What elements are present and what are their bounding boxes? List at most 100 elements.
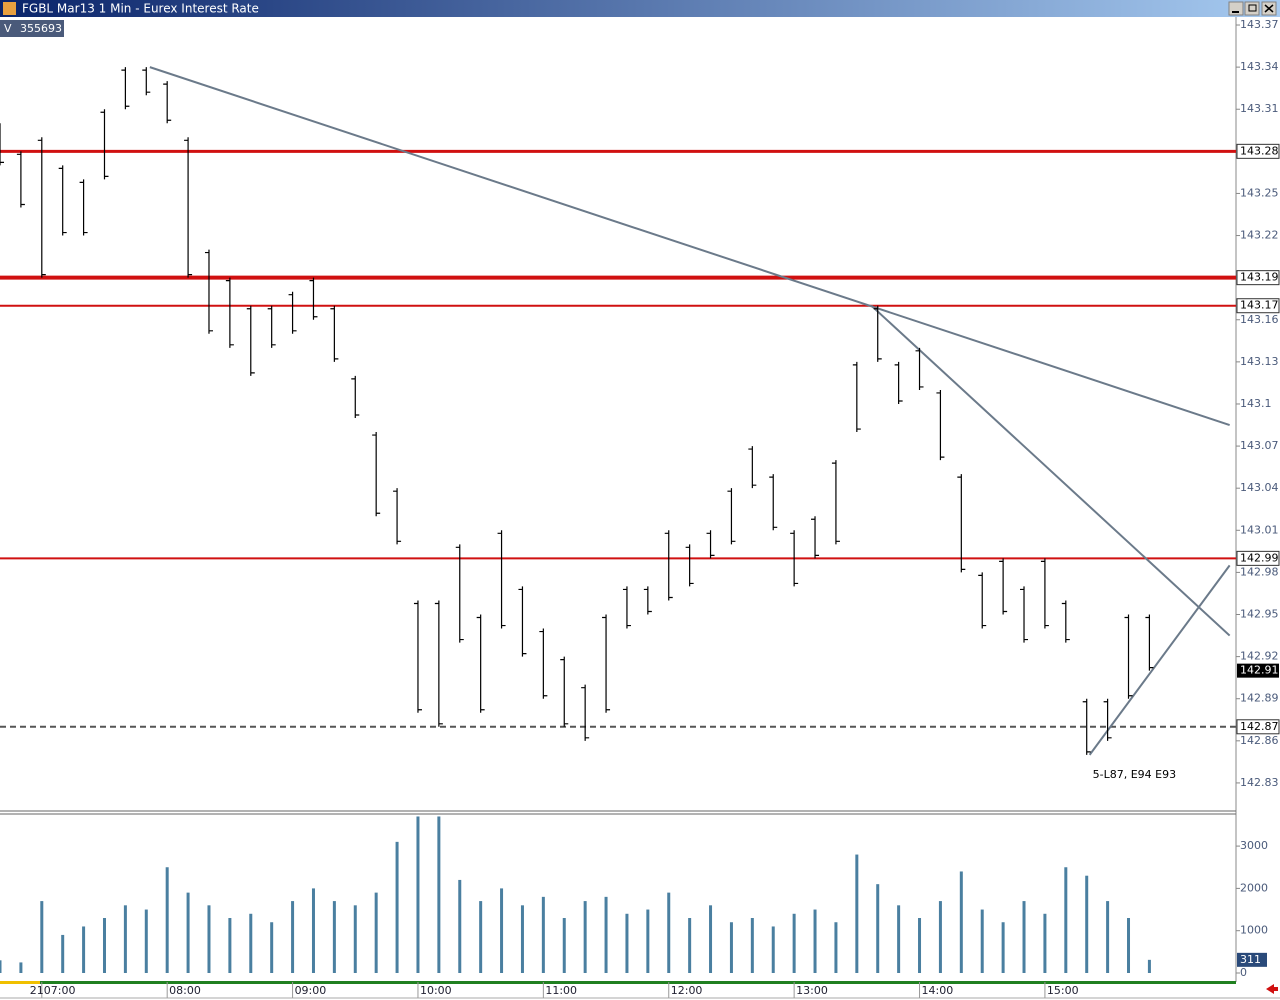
y-tick-label: 142.89 — [1240, 692, 1279, 705]
level-label-box — [1236, 550, 1280, 566]
price-bar — [1040, 558, 1049, 629]
title-bar — [0, 0, 1280, 17]
minimize-button[interactable] — [1228, 1, 1244, 16]
price-bar — [581, 684, 590, 741]
price-bar — [727, 488, 736, 545]
volume-bar — [813, 909, 817, 973]
price-bar — [372, 432, 381, 517]
restore-button[interactable] — [1244, 1, 1260, 16]
window-buttons[interactable] — [1228, 1, 1277, 16]
price-bar — [79, 179, 88, 236]
price-bar — [309, 277, 318, 320]
price-bar — [1124, 614, 1133, 699]
price-bar — [58, 165, 67, 236]
level-label: 143.17 — [1240, 299, 1279, 312]
price-bar — [330, 305, 339, 362]
last-price-box — [1237, 663, 1279, 678]
y-tick-label: 143.04 — [1240, 481, 1279, 494]
volume-bar — [332, 901, 336, 973]
volume-bar — [1022, 901, 1026, 973]
price-bar — [518, 586, 527, 657]
level-label: 142.99 — [1240, 551, 1279, 564]
annotation: 5-L87, E94 E93 — [1093, 768, 1176, 781]
volume-bar — [82, 926, 86, 973]
level-label-box — [1236, 298, 1280, 314]
price-bar — [811, 516, 820, 559]
volume-tick-label: 2000 — [1240, 881, 1268, 894]
price-bar — [873, 305, 882, 362]
level-label-box — [1236, 719, 1280, 735]
price-bar — [999, 558, 1008, 615]
volume-bar — [876, 884, 880, 973]
level-label: 143.28 — [1240, 144, 1279, 157]
last-volume-box — [1237, 952, 1267, 967]
volume-bar — [646, 909, 650, 973]
volume-bar — [270, 922, 274, 973]
volume-bar — [207, 905, 211, 973]
y-tick-label: 142.86 — [1240, 734, 1279, 747]
y-tick-label: 143.31 — [1240, 102, 1279, 115]
volume-bar — [123, 905, 127, 973]
level-label: 142.87 — [1240, 720, 1279, 733]
price-bar — [246, 305, 255, 376]
price-bar — [748, 446, 757, 489]
price-bar — [142, 67, 151, 96]
last-price: 142.91 — [1240, 664, 1279, 677]
volume-bar — [249, 913, 253, 973]
volume-bar — [729, 922, 733, 973]
y-tick-label: 142.92 — [1240, 650, 1279, 663]
x-tick-label: 11:00 — [545, 984, 577, 997]
price-bar — [1082, 698, 1091, 755]
volume-bar — [479, 901, 483, 973]
price-bar — [685, 544, 694, 587]
price-bar — [351, 375, 360, 419]
y-tick-label: 143.07 — [1240, 439, 1279, 452]
volume-bar — [0, 960, 2, 973]
x-tick-label: 14:00 — [922, 984, 954, 997]
y-tick-label: 143.34 — [1240, 60, 1279, 73]
price-bar — [894, 361, 903, 404]
price-bar — [539, 628, 548, 699]
trendline — [1088, 564, 1231, 756]
price-bar — [790, 530, 799, 587]
price-bar — [413, 600, 422, 713]
price-bar — [560, 656, 569, 727]
level-label-box — [1236, 270, 1280, 286]
price-bar — [664, 530, 673, 601]
y-tick-label: 142.95 — [1240, 608, 1279, 621]
volume-bar — [834, 922, 838, 973]
price-bar — [915, 347, 924, 390]
y-tick-label: 143.1 — [1240, 397, 1272, 410]
volume-total: 355693 — [20, 22, 62, 35]
volume-bar — [102, 918, 106, 973]
price-bar — [497, 530, 506, 629]
price-bar — [163, 81, 172, 124]
volume-bar — [144, 909, 148, 973]
price-bar — [978, 572, 987, 629]
level-label-box — [1236, 143, 1280, 159]
scroll-arrow[interactable] — [1266, 984, 1278, 994]
x-tick-label: 10:00 — [420, 984, 452, 997]
price-bar — [204, 249, 213, 334]
price-bar — [267, 305, 276, 348]
volume-bar — [228, 918, 232, 973]
price-bar — [1061, 600, 1070, 643]
price-bar — [957, 474, 966, 573]
volume-bar — [959, 871, 963, 973]
price-bar — [1103, 698, 1112, 741]
volume-bar — [541, 896, 545, 973]
price-bar — [936, 389, 945, 461]
y-tick-label: 142.98 — [1240, 565, 1279, 578]
volume-bar — [165, 867, 169, 973]
volume-label: V — [4, 22, 12, 35]
volume-bar — [918, 918, 922, 973]
price-bar — [706, 530, 715, 559]
price-bar — [1145, 614, 1154, 671]
price-bar — [225, 277, 234, 348]
volume-bar — [416, 816, 420, 973]
volume-bar — [1001, 922, 1005, 973]
volume-bar — [291, 901, 295, 973]
volume-badge — [0, 20, 64, 37]
y-tick-label: 143.13 — [1240, 355, 1279, 368]
